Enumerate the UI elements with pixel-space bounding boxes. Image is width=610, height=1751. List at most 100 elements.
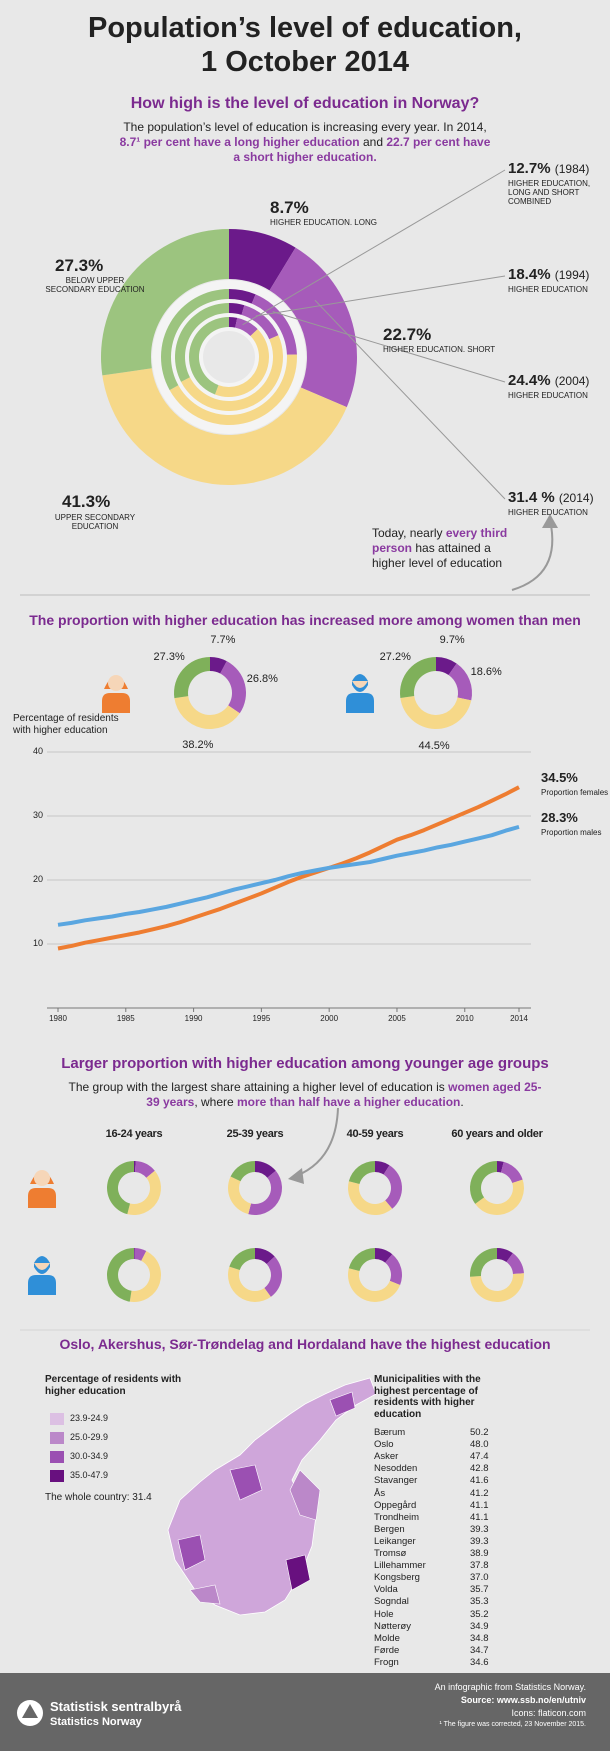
municipality-value: 47.4: [470, 1451, 489, 1463]
donut-segment: [248, 1170, 282, 1215]
callout-text: Today, nearly every third person has att…: [372, 526, 522, 571]
donut-segment: [107, 1161, 134, 1215]
ring-value: 24.4%: [508, 372, 551, 389]
donut-segment: [134, 1248, 147, 1261]
title: 1 October 2014: [201, 46, 409, 78]
donut-segment: [227, 1176, 252, 1215]
intro-text: The group with the largest share attaini…: [65, 1080, 545, 1110]
ring-value: 31.4 %: [508, 489, 555, 506]
leader-line: [314, 299, 506, 500]
ring-label: 12.7% (1984): [508, 160, 589, 177]
text-run: has attained a higher level of education: [372, 541, 503, 570]
intro-text: The population’s level of education is i…: [115, 120, 495, 165]
ring-caption: HIGHER EDUCATION, LONG AND SHORT COMBINE…: [508, 179, 591, 207]
donut-segment: [229, 303, 245, 315]
donut-segment: [470, 1273, 525, 1303]
column-label: 40-59 years: [346, 1128, 404, 1140]
text-run: 8.7¹ per cent have a long higher educati…: [119, 135, 360, 149]
leader-line: [255, 275, 506, 317]
ring-caption: HIGHER EDUCATION: [508, 391, 588, 400]
ring-label: 31.4 % (2014): [508, 489, 594, 506]
x-tick-label: 1995: [252, 1014, 271, 1023]
legend-swatch: [50, 1470, 64, 1482]
icon: [346, 693, 374, 713]
icon: [34, 1170, 50, 1186]
ring-caption: HIGHER EDUCATION: [508, 285, 588, 294]
municipality: Asker: [374, 1451, 399, 1463]
line: [57, 824, 520, 927]
icon: [28, 1188, 56, 1208]
municipality-value: 37.0: [470, 1572, 489, 1584]
ring-center: [203, 331, 255, 383]
ring-year: (2014): [558, 491, 594, 505]
x-tick-label: 1990: [184, 1014, 203, 1023]
category-label: HIGHER EDUCATION. SHORT: [383, 345, 496, 354]
donut-segment: [228, 1266, 271, 1302]
x-tick-label: 2000: [320, 1014, 339, 1023]
legend-label: 25.0-29.9: [70, 1432, 109, 1442]
donut-segment: [399, 657, 436, 698]
donut-segment: [106, 1248, 134, 1302]
donut-segment: [241, 305, 279, 340]
donut-segment: [385, 1254, 402, 1285]
text-run: women aged 25-39 years: [146, 1080, 542, 1109]
value-label: 27.3%: [153, 650, 185, 663]
value-label: 18.6%: [470, 666, 502, 679]
municipality: Bergen: [374, 1523, 405, 1535]
text-run: The group with the largest share attaini…: [68, 1080, 449, 1094]
legend-label: 35.0-47.9: [70, 1470, 109, 1480]
value-label: 41.3%: [62, 492, 111, 511]
donut-segment: [174, 657, 210, 699]
donut-segment: [348, 1181, 393, 1215]
value-label: 34.5%: [541, 770, 578, 786]
section-heading: Larger proportion with higher education …: [61, 1055, 549, 1072]
ring-caption: HIGHER EDUCATION: [508, 508, 588, 517]
icon: [102, 693, 130, 713]
category-label: UPPER SECONDARY EDUCATION: [54, 513, 136, 532]
logo-mark: [22, 1704, 38, 1718]
donut-segment: [264, 1256, 282, 1297]
donut-segment: [400, 696, 472, 730]
y-tick-label: 40: [32, 746, 43, 756]
municipality-value: 34.8: [470, 1632, 489, 1644]
municipality: Volda: [374, 1584, 398, 1596]
table-title: Municipalities with the highest percenta…: [374, 1374, 481, 1420]
donut-segment: [475, 1179, 524, 1215]
icon: [34, 1263, 50, 1274]
column-label: 16-24 years: [105, 1128, 163, 1140]
footer-band: [0, 1673, 610, 1751]
donut-segment: [229, 317, 238, 328]
municipality: Ås: [374, 1487, 386, 1499]
donut-segment: [210, 656, 227, 674]
municipality-value: 39.3: [470, 1535, 489, 1547]
text-run: and: [359, 135, 387, 149]
x-tick-label: 1985: [116, 1014, 135, 1023]
value-label: 27.3%: [55, 256, 104, 275]
municipality: Nesodden: [374, 1463, 418, 1475]
municipality: Hole: [374, 1608, 394, 1620]
footer-text: ¹ The figure was corrected, 23 November …: [439, 1721, 586, 1728]
municipality: Frogn: [374, 1656, 399, 1668]
map: [167, 1377, 377, 1616]
donut-segment: [230, 1161, 255, 1182]
ring-year: (1994): [554, 268, 590, 282]
country-note: The whole country: 31.4: [45, 1492, 152, 1503]
value-label: 26.8%: [246, 672, 278, 685]
municipality: Trondheim: [374, 1511, 420, 1523]
donut-segment: [436, 657, 457, 675]
municipality-value: 48.0: [470, 1439, 489, 1451]
category-label: BELOW UPPER SECONDARY EDUCATION: [45, 276, 145, 295]
donut-segment: [214, 329, 270, 397]
ring-label: 24.4% (2004): [508, 372, 589, 389]
municipality: Lillehammer: [374, 1560, 426, 1572]
donut-segment: [181, 335, 284, 412]
icon: [352, 674, 368, 681]
legend-label: Proportion females: [541, 788, 609, 798]
icon: [352, 681, 368, 692]
text-run: The population’s level of education is i…: [123, 120, 487, 134]
legend-swatch: [50, 1432, 64, 1444]
footer-text: An infographic from Statistics Norway.: [434, 1682, 586, 1692]
leader-line: [272, 311, 506, 383]
text-run: Today, nearly: [372, 526, 446, 540]
donut-segment: [100, 228, 229, 376]
